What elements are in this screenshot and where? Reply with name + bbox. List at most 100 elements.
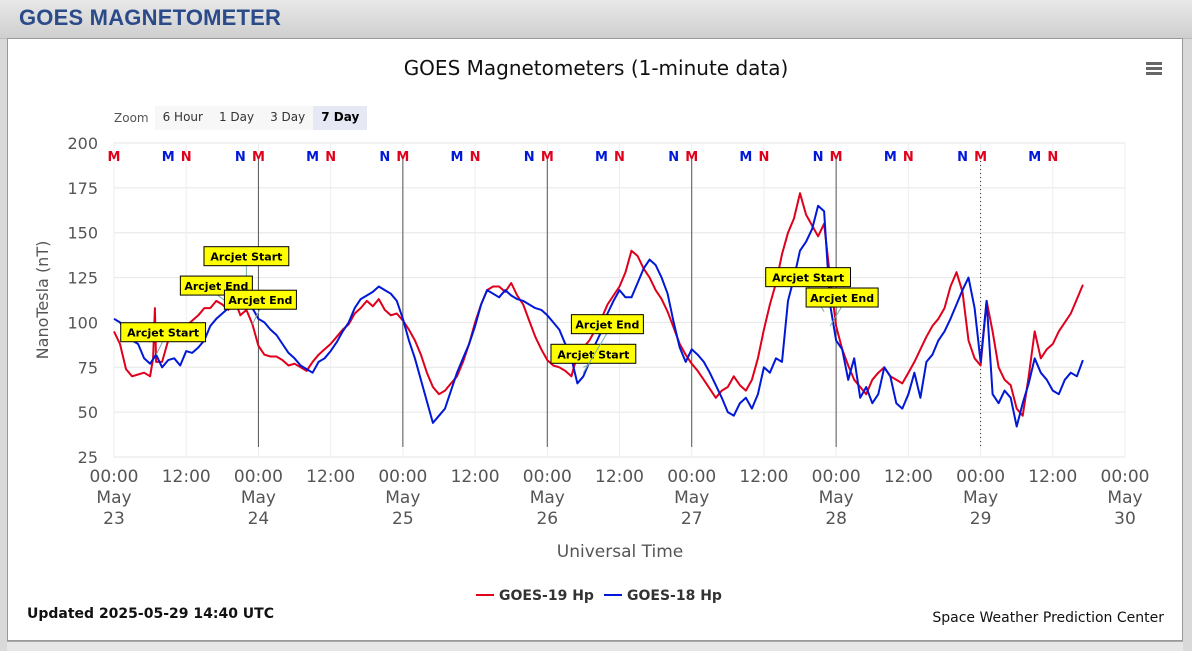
annotation-label: Arcjet End	[810, 292, 874, 305]
noon-midnight-marker: N	[524, 150, 535, 165]
zoom-label: Zoom	[114, 111, 149, 125]
page-header: GOES MAGNETOMETER	[0, 0, 1192, 39]
annotation-label: Arcjet Start	[772, 272, 844, 285]
updated-timestamp: Updated 2025-05-29 14:40 UTC	[27, 606, 274, 622]
noon-midnight-marker: M	[252, 150, 265, 165]
credit-text: Space Weather Prediction Center	[932, 610, 1164, 626]
x-tick-label: May	[674, 488, 709, 508]
annotation-leader	[155, 340, 164, 355]
annotation-box	[550, 343, 637, 364]
x-tick-label: 00:00	[234, 467, 283, 487]
noon-midnight-marker: M	[830, 150, 843, 165]
x-tick-label: May	[819, 488, 854, 508]
x-tick-label: 12:00	[739, 467, 788, 487]
x-tick-label: 12:00	[884, 467, 933, 487]
x-tick-label: 00:00	[378, 467, 427, 487]
noon-midnight-marker: M	[739, 150, 752, 165]
bottom-strip	[7, 641, 1183, 651]
noon-midnight-marker: N	[668, 150, 679, 165]
x-tick-label: May	[530, 488, 565, 508]
x-axis-label: Universal Time	[557, 542, 683, 562]
chart-title: GOES Magnetometers (1-minute data)	[404, 56, 789, 80]
x-tick-label: May	[963, 488, 998, 508]
page-title: GOES MAGNETOMETER	[19, 5, 282, 30]
noon-midnight-marker: M	[396, 150, 409, 165]
x-tick-label: 12:00	[595, 467, 644, 487]
noon-midnight-marker: N	[470, 150, 481, 165]
zoom-1-day-button[interactable]: 1 Day	[210, 106, 263, 130]
annotation-leader	[582, 332, 608, 373]
y-tick-label: 125	[67, 269, 98, 288]
annotation-label: Arcjet End	[228, 294, 292, 307]
annotation-leader	[829, 305, 843, 327]
noon-midnight-marker: M	[162, 150, 175, 165]
noon-midnight-marker: N	[181, 150, 192, 165]
noon-midnight-marker: M	[884, 150, 897, 165]
zoom-bar: Zoom 6 Hour 1 Day 3 Day 7 Day	[114, 106, 368, 130]
x-tick-label: May	[1107, 488, 1142, 508]
legend: GOES-19 Hp GOES-18 Hp	[476, 588, 722, 604]
noon-midnight-marker: N	[614, 150, 625, 165]
legend-item-goes-18[interactable]: GOES-18 Hp	[604, 588, 722, 604]
noon-midnight-marker: N	[813, 150, 824, 165]
x-tick-label: 00:00	[812, 467, 861, 487]
series-line-goes-19	[113, 192, 1084, 417]
noon-midnight-marker: N	[235, 150, 246, 165]
zoom-7-day-button[interactable]: 7 Day	[313, 106, 368, 130]
annotation-box	[765, 267, 852, 288]
noon-midnight-marker: N	[758, 150, 769, 165]
x-tick-label: 00:00	[523, 467, 572, 487]
noon-midnight-marker: M	[974, 150, 987, 165]
annotation-box	[805, 287, 879, 308]
y-tick-label: 50	[78, 403, 98, 422]
annotation-box	[203, 246, 290, 267]
y-axis-label: NanoTesla (nT)	[33, 241, 52, 360]
y-tick-label: 200	[67, 134, 98, 153]
x-tick-label: 27	[681, 509, 703, 529]
annotation-leader	[251, 307, 261, 325]
noon-midnight-marker: N	[903, 150, 914, 165]
x-tick-label: 24	[248, 509, 270, 529]
annotation-box	[223, 289, 297, 310]
noon-midnight-marker: M	[1028, 150, 1041, 165]
noon-midnight-marker: M	[595, 150, 608, 165]
x-tick-label: May	[385, 488, 420, 508]
noon-midnight-marker: N	[957, 150, 968, 165]
x-tick-label: May	[241, 488, 276, 508]
x-tick-label: 30	[1114, 509, 1136, 529]
x-tick-label: 12:00	[306, 467, 355, 487]
annotation-label: Arcjet Start	[127, 327, 199, 340]
legend-item-goes-19[interactable]: GOES-19 Hp	[476, 588, 594, 604]
legend-label-goes-18: GOES-18 Hp	[627, 588, 722, 604]
noon-midnight-marker: M	[541, 150, 554, 165]
x-tick-label: 28	[825, 509, 847, 529]
annotation-label: Arcjet Start	[210, 251, 282, 264]
x-tick-label: 25	[392, 509, 414, 529]
annotation-box	[570, 314, 644, 335]
x-tick-label: May	[96, 488, 131, 508]
noon-midnight-marker: N	[379, 150, 390, 165]
chart-menu-icon[interactable]	[1146, 62, 1162, 76]
noon-midnight-marker: M	[306, 150, 319, 165]
y-tick-label: 175	[67, 179, 98, 198]
x-tick-label: 12:00	[451, 467, 500, 487]
x-tick-label: 29	[970, 509, 992, 529]
x-tick-label: 12:00	[1028, 467, 1077, 487]
x-tick-label: 00:00	[1101, 467, 1150, 487]
x-tick-label: 00:00	[956, 467, 1005, 487]
annotation-label: Arcjet Start	[557, 348, 629, 361]
zoom-3-day-button[interactable]: 3 Day	[262, 106, 314, 130]
series-line-goes-18	[113, 204, 1084, 428]
noon-midnight-marker: N	[1047, 150, 1058, 165]
noon-midnight-marker: M	[451, 150, 464, 165]
zoom-6-hour-button[interactable]: 6 Hour	[154, 106, 211, 130]
y-tick-label: 25	[78, 448, 98, 467]
annotation-label: Arcjet End	[575, 319, 639, 332]
noon-midnight-marker: M	[685, 150, 698, 165]
x-tick-label: 00:00	[90, 467, 139, 487]
legend-label-goes-19: GOES-19 Hp	[499, 588, 594, 604]
x-tick-label: 00:00	[667, 467, 716, 487]
noon-midnight-marker: M	[108, 150, 121, 165]
y-tick-label: 75	[78, 358, 98, 377]
